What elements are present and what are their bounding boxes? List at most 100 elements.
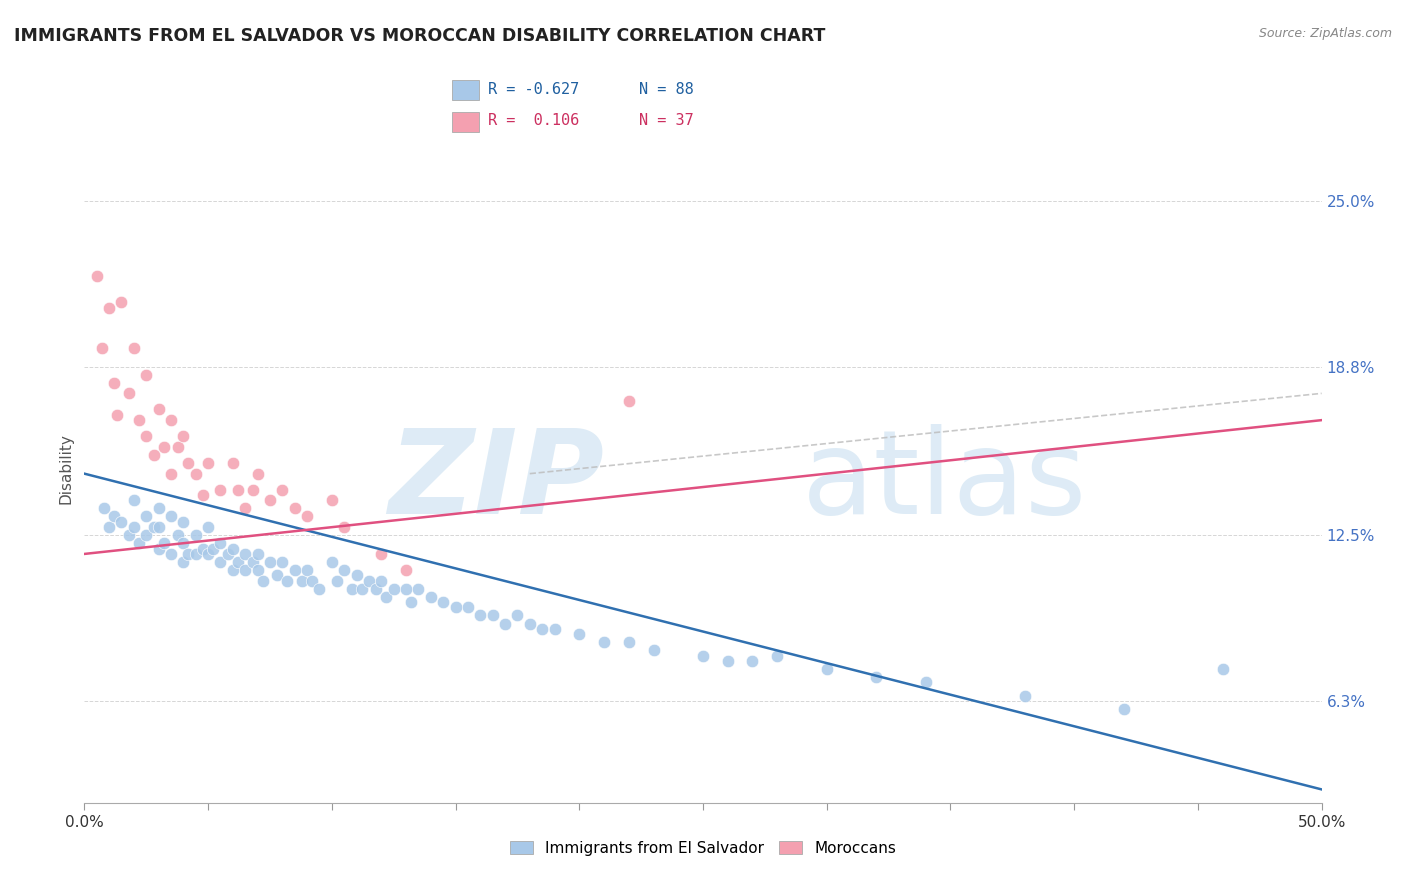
Point xyxy=(142,520,165,534)
Point xyxy=(506,608,529,623)
Point xyxy=(142,448,165,462)
Point xyxy=(346,568,368,582)
Point xyxy=(366,582,388,596)
FancyBboxPatch shape xyxy=(451,112,479,131)
Point xyxy=(148,402,170,417)
Point xyxy=(167,440,190,454)
FancyBboxPatch shape xyxy=(451,80,479,100)
Text: R =  0.106: R = 0.106 xyxy=(488,113,579,128)
Point xyxy=(226,555,249,569)
Point xyxy=(382,582,405,596)
Point xyxy=(357,574,380,588)
Point xyxy=(110,515,132,529)
Point xyxy=(242,555,264,569)
Point xyxy=(152,536,174,550)
Point xyxy=(457,600,479,615)
Point xyxy=(128,413,150,427)
Point xyxy=(432,595,454,609)
Point xyxy=(326,574,349,588)
Point xyxy=(217,547,239,561)
Point xyxy=(148,520,170,534)
Point xyxy=(86,268,108,283)
Point xyxy=(370,574,392,588)
Point xyxy=(617,394,640,409)
Point xyxy=(242,483,264,497)
Point xyxy=(350,582,373,596)
Point xyxy=(118,528,141,542)
Point xyxy=(295,563,318,577)
Point xyxy=(135,528,157,542)
Point xyxy=(172,555,194,569)
Point xyxy=(321,493,343,508)
Point xyxy=(375,590,398,604)
Point xyxy=(197,520,219,534)
Point xyxy=(222,563,245,577)
Point xyxy=(1014,689,1036,703)
Legend: Immigrants from El Salvador, Moroccans: Immigrants from El Salvador, Moroccans xyxy=(503,835,903,862)
Point xyxy=(395,582,418,596)
Point xyxy=(246,547,269,561)
Point xyxy=(184,467,207,481)
Point xyxy=(271,555,294,569)
Point xyxy=(103,509,125,524)
Point xyxy=(284,501,307,516)
Point xyxy=(202,541,225,556)
Point xyxy=(301,574,323,588)
Point xyxy=(419,590,441,604)
Point xyxy=(233,501,256,516)
Point xyxy=(128,536,150,550)
Point xyxy=(321,555,343,569)
Point xyxy=(741,654,763,668)
Point xyxy=(184,547,207,561)
Point xyxy=(122,341,145,355)
Text: N = 88: N = 88 xyxy=(640,82,695,97)
Point xyxy=(308,582,330,596)
Point xyxy=(246,563,269,577)
Y-axis label: Disability: Disability xyxy=(58,433,73,504)
Point xyxy=(160,509,183,524)
Point xyxy=(914,675,936,690)
Point xyxy=(122,493,145,508)
Point xyxy=(135,509,157,524)
Point xyxy=(568,627,591,641)
Point xyxy=(370,547,392,561)
Point xyxy=(160,467,183,481)
Point xyxy=(494,616,516,631)
Point xyxy=(815,662,838,676)
Point xyxy=(1212,662,1234,676)
Point xyxy=(222,541,245,556)
Point xyxy=(233,547,256,561)
Point xyxy=(172,515,194,529)
Point xyxy=(408,582,430,596)
Point xyxy=(135,429,157,443)
Point xyxy=(197,456,219,470)
Point xyxy=(177,456,200,470)
Point xyxy=(172,536,194,550)
Text: N = 37: N = 37 xyxy=(640,113,695,128)
Point xyxy=(209,483,232,497)
Point xyxy=(543,622,565,636)
Text: R = -0.627: R = -0.627 xyxy=(488,82,579,97)
Point xyxy=(191,541,214,556)
Point xyxy=(271,483,294,497)
Point xyxy=(110,295,132,310)
Point xyxy=(1112,702,1135,716)
Point xyxy=(197,547,219,561)
Point xyxy=(865,670,887,684)
Point xyxy=(276,574,298,588)
Point xyxy=(340,582,363,596)
Point xyxy=(643,643,665,657)
Point xyxy=(135,368,157,382)
Text: IMMIGRANTS FROM EL SALVADOR VS MOROCCAN DISABILITY CORRELATION CHART: IMMIGRANTS FROM EL SALVADOR VS MOROCCAN … xyxy=(14,27,825,45)
Point xyxy=(252,574,274,588)
Point xyxy=(209,555,232,569)
Point xyxy=(259,555,281,569)
Point xyxy=(266,568,288,582)
Point xyxy=(103,376,125,390)
Point xyxy=(766,648,789,663)
Point xyxy=(90,341,112,355)
Point xyxy=(519,616,541,631)
Point xyxy=(222,456,245,470)
Point xyxy=(259,493,281,508)
Point xyxy=(160,547,183,561)
